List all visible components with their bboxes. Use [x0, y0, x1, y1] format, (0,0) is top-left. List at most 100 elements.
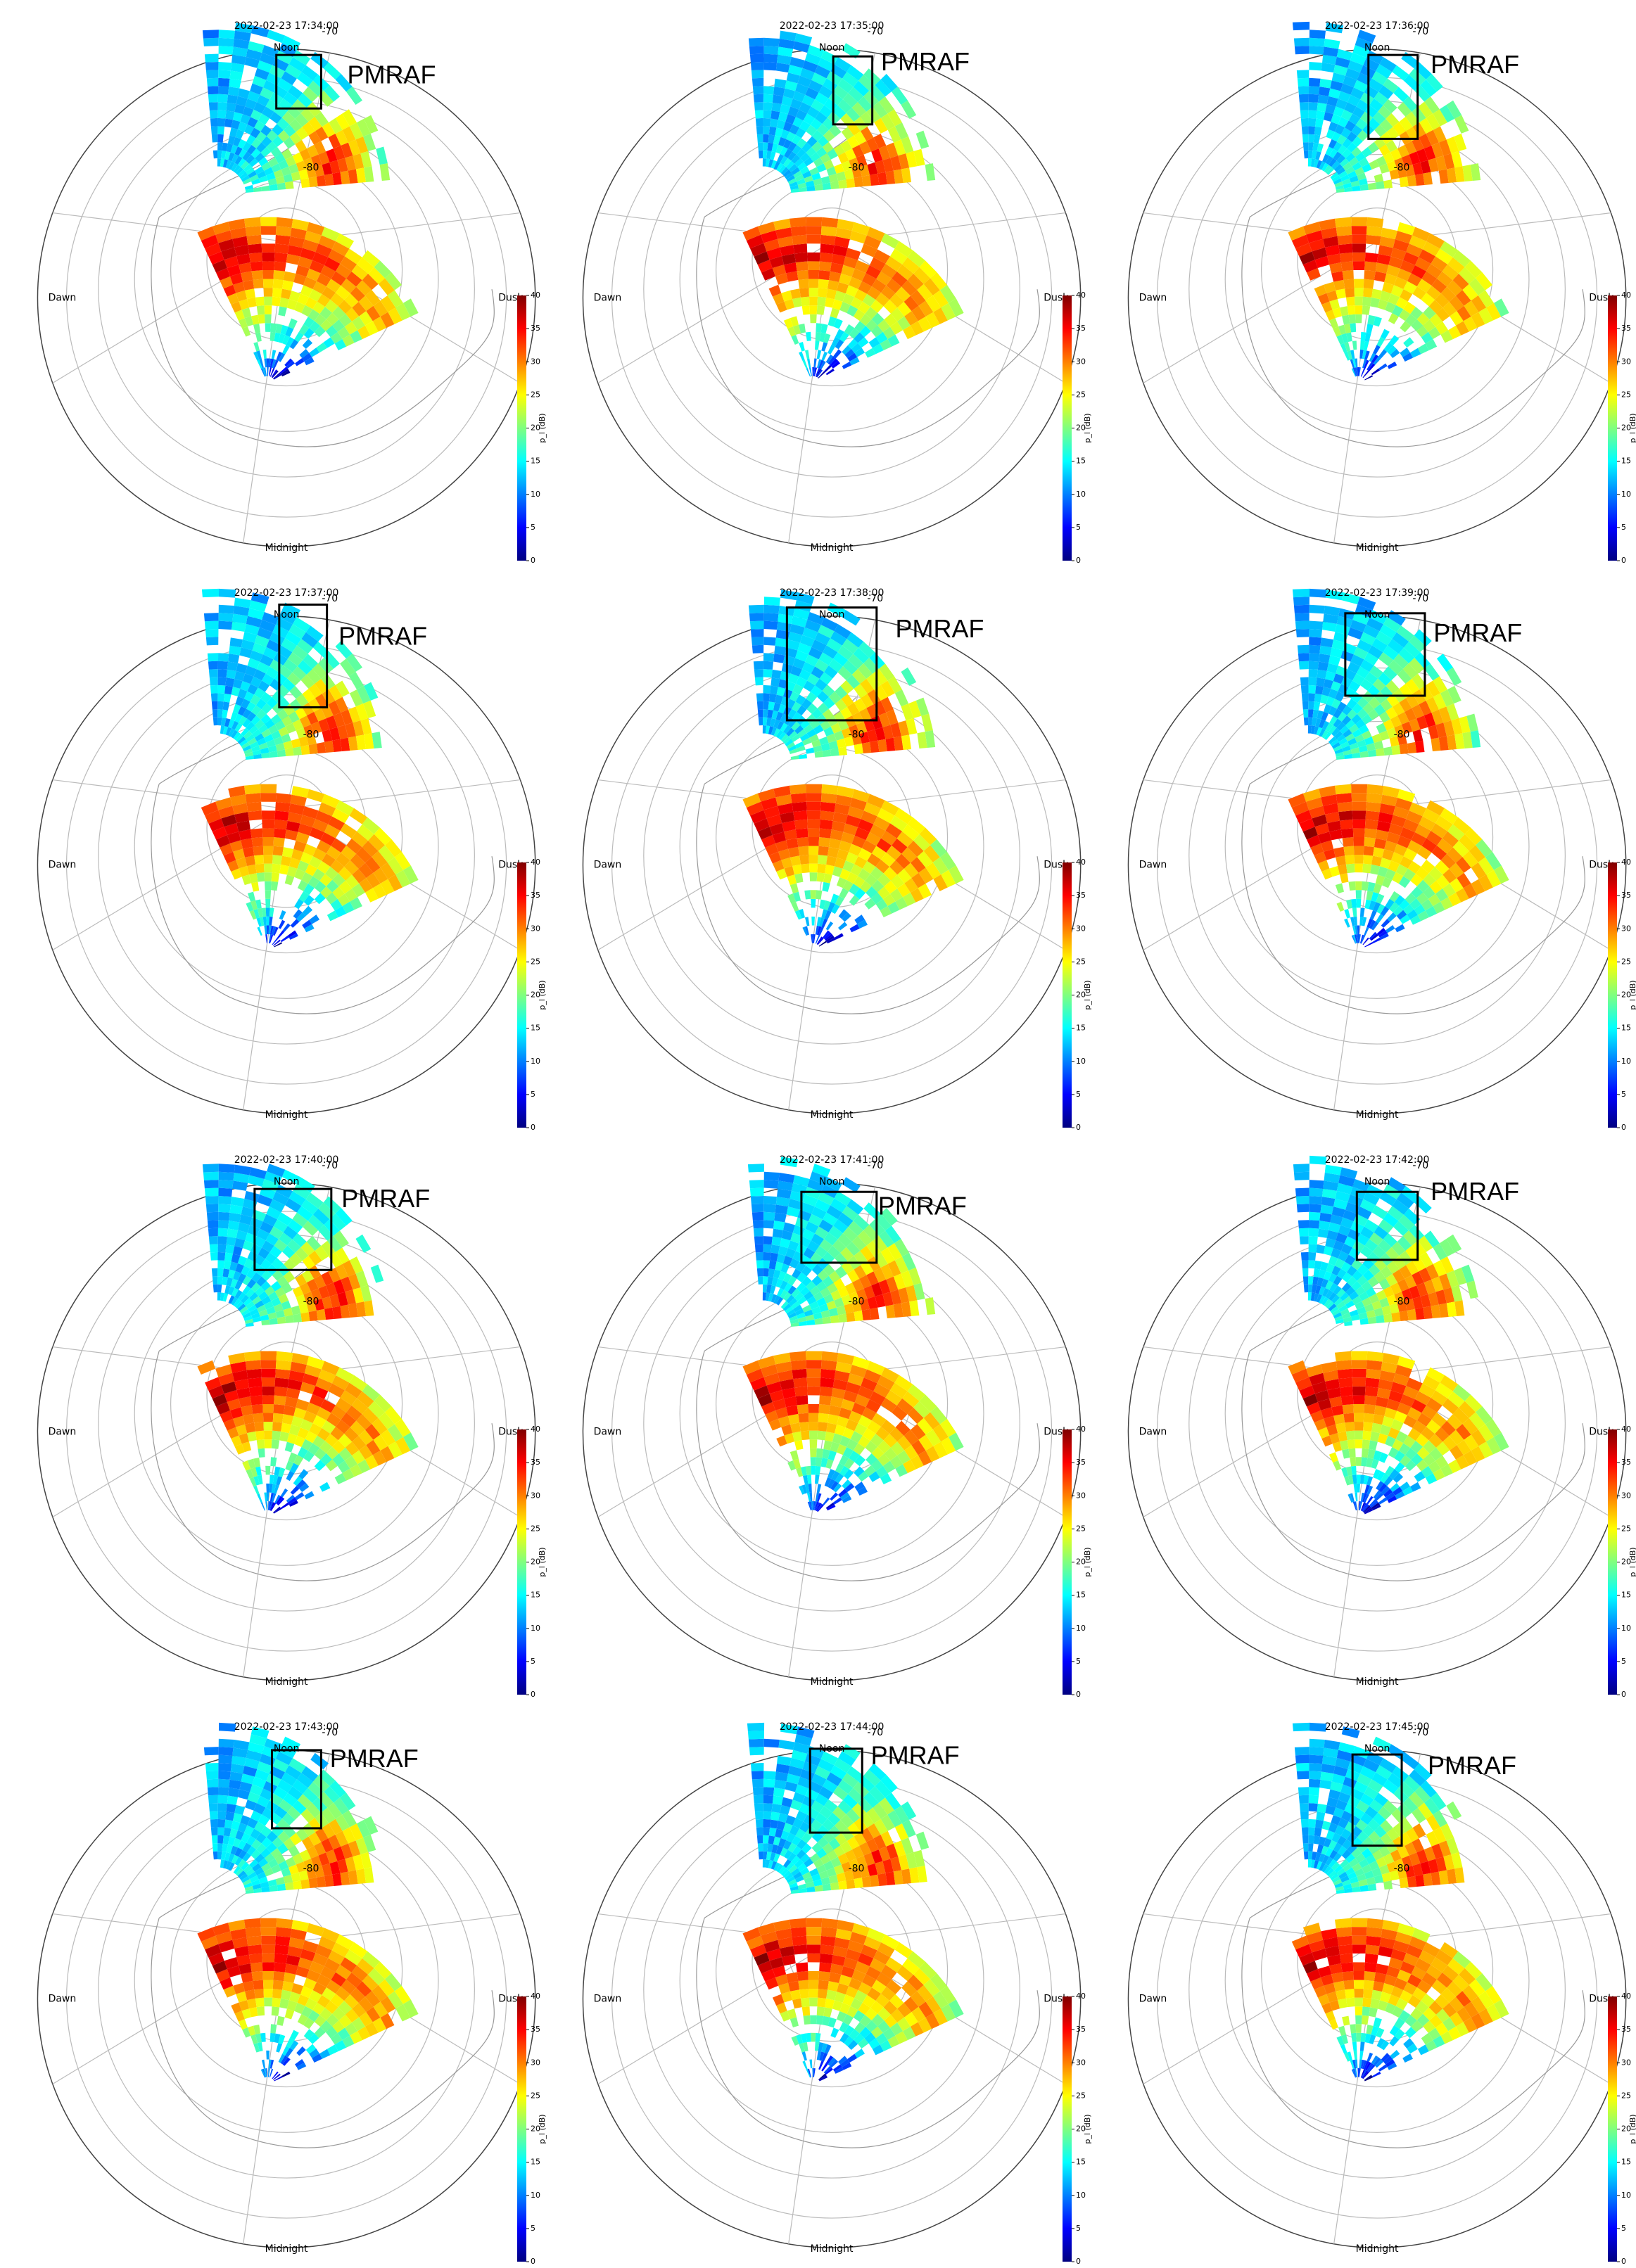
radar-cell [251, 882, 259, 892]
radar-cell [1337, 235, 1352, 245]
radar-cell [1355, 297, 1363, 306]
radar-cell [1295, 613, 1310, 621]
radar-cell [1351, 784, 1367, 794]
panel: 2022-02-23 17:42:00NoonMidnightDawnDusk-… [1128, 1154, 1636, 1699]
latitude-label: -80 [303, 729, 319, 740]
radar-cell [794, 1387, 808, 1396]
radar-cell [1370, 910, 1377, 920]
radar-cell [820, 1369, 835, 1380]
radar-cell [1309, 637, 1321, 645]
radar-cell [228, 87, 239, 96]
radar-cell [799, 1422, 809, 1432]
radar-cell [218, 94, 228, 103]
radar-cell [1300, 102, 1309, 110]
noon-label: Noon [819, 609, 844, 620]
radar-cell [818, 288, 827, 298]
colorbar-tick-label: 25 [531, 957, 540, 966]
radar-cell [819, 261, 832, 271]
radar-cell [274, 1387, 288, 1396]
colorbar-tick-label: 15 [1076, 457, 1086, 466]
radar-cell [1346, 864, 1355, 874]
radar-cell [805, 350, 809, 359]
colorbar-tick-label: 10 [1076, 490, 1086, 499]
radar-cell [1362, 864, 1371, 874]
radar-cell [324, 174, 334, 186]
radar-cell [264, 1431, 272, 1440]
radar-cell [275, 810, 289, 820]
radar-cell [371, 1265, 384, 1283]
radar-cell [763, 1276, 768, 1285]
radar-cell [1319, 87, 1330, 96]
radar-cell [265, 1466, 270, 1475]
radar-cell [209, 102, 218, 110]
radar-cell [1367, 217, 1384, 228]
radar-cell [806, 1360, 822, 1369]
radar-cell [1364, 279, 1374, 289]
radar-cell [818, 279, 829, 289]
radar-cell [772, 103, 782, 112]
radar-cell [1309, 86, 1319, 94]
radar-cell [1352, 820, 1365, 829]
radar-cell [208, 1787, 218, 1795]
radar-cell [1317, 670, 1327, 679]
radar-cell [206, 1771, 218, 1779]
radar-cell [317, 1876, 326, 1887]
radar-cell [1303, 709, 1308, 718]
radar-cell [1348, 305, 1355, 314]
colorbar-label: p_l (dB) [1083, 413, 1092, 442]
radar-cell [279, 910, 286, 920]
radar-cell [264, 864, 272, 873]
pmraf-label: PMRAF [881, 47, 970, 76]
radar-cell [846, 1312, 855, 1322]
radar-cell [1362, 1431, 1371, 1441]
dawn-label: Dawn [49, 860, 77, 871]
radar-cell [771, 110, 780, 120]
radar-cell [227, 1228, 238, 1237]
radar-cell [218, 62, 232, 70]
radar-cell [763, 1220, 774, 1228]
radar-cell [809, 846, 819, 855]
radar-cell [752, 1212, 763, 1221]
radar-cell [763, 126, 770, 134]
colorbar-tick-label: 40 [531, 858, 540, 867]
dawn-label: Dawn [1139, 293, 1167, 304]
colorbar-tick-label: 10 [1621, 490, 1631, 499]
radar-cell [310, 1753, 329, 1769]
radar-cell [763, 685, 771, 694]
colorbar-tick-label: 40 [1621, 1425, 1631, 1434]
radar-cell [319, 1482, 330, 1492]
colorbar-tick-label: 35 [531, 1458, 540, 1467]
colorbar [517, 862, 526, 1128]
colorbar-tick-label: 15 [1076, 1591, 1086, 1600]
radar-cell [827, 345, 835, 355]
radar-cell [925, 1297, 936, 1315]
radar-cell [753, 86, 763, 94]
radar-cell [258, 1448, 265, 1458]
colorbar-tick-label: 15 [1621, 457, 1631, 466]
radar-cell [1350, 1457, 1356, 1466]
radar-cell [806, 1369, 821, 1378]
radar-cell [244, 217, 261, 228]
radar-cell [263, 855, 272, 864]
radar-cell [862, 742, 871, 753]
radar-cell [818, 837, 830, 847]
radar-cell [207, 1212, 218, 1221]
colorbar-tick-label: 0 [1076, 1123, 1081, 1132]
radar-cell [771, 677, 780, 687]
radar-cell [274, 261, 286, 271]
radar-cell [814, 358, 817, 367]
radar-cell [807, 253, 820, 262]
radar-cell [293, 1880, 302, 1890]
radar-cell [276, 1927, 292, 1937]
radar-cell [209, 1236, 218, 1244]
radar-cell [774, 79, 786, 89]
colorbar-tick-label: 35 [1076, 1458, 1086, 1467]
radar-cell [1367, 1351, 1384, 1362]
radar-cell [916, 131, 930, 149]
radar-cell [749, 1180, 764, 1188]
radar-cell [1309, 1228, 1319, 1237]
radar-cell [262, 1944, 276, 1954]
radar-cell [1368, 182, 1377, 190]
radar-cell [197, 1361, 215, 1375]
colorbar-tick-label: 40 [1076, 858, 1086, 867]
